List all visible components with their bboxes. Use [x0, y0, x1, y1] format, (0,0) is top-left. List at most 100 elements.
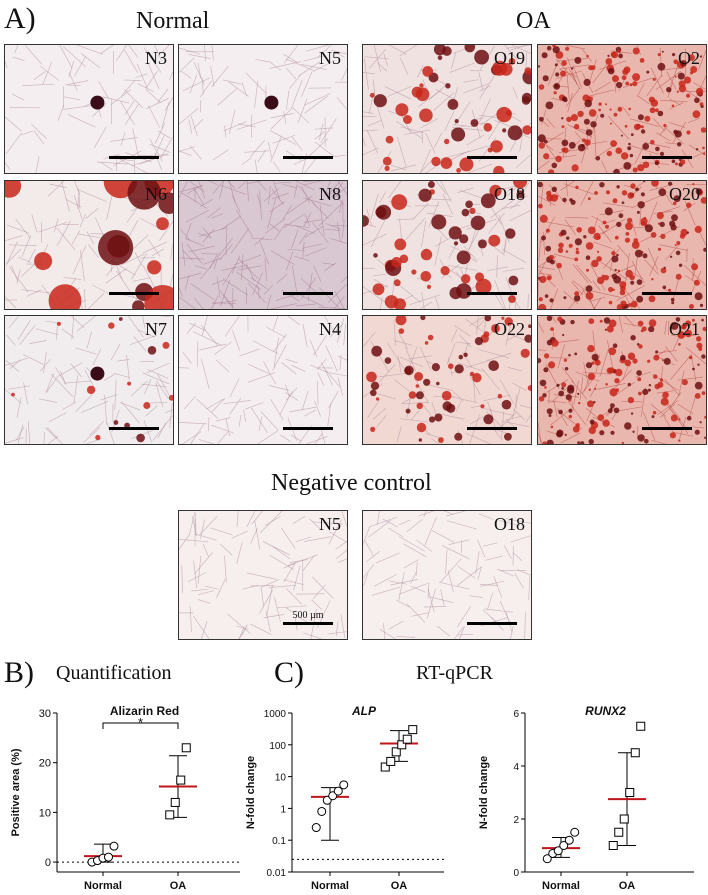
micrograph-label: N5: [319, 514, 341, 534]
micrograph-n4: N4: [178, 315, 348, 445]
y-axis-label: Positive area (%): [10, 748, 22, 836]
micrograph-image: [538, 181, 706, 309]
negative-control-title: Negative control: [271, 470, 432, 496]
micrograph-n8: N8: [178, 180, 348, 310]
micrograph-label: N6: [145, 184, 167, 204]
data-point: [391, 747, 401, 757]
y-tick-label: 0: [45, 857, 51, 869]
data-point: [386, 756, 396, 766]
x-tick-label: OA: [619, 880, 636, 892]
micrograph-n5: N5 500 µm: [178, 510, 348, 640]
y-tick-label: 4: [513, 762, 519, 773]
scale-bar: [109, 292, 159, 295]
scale-bar: [467, 622, 517, 625]
data-point: [570, 827, 580, 837]
y-axis-label: N-fold change: [478, 756, 490, 829]
data-point: [333, 786, 343, 796]
micrograph-label: N8: [319, 184, 341, 204]
y-tick-label: 20: [39, 758, 51, 770]
y-tick-label: 30: [39, 708, 51, 720]
micrograph-image: [5, 316, 173, 444]
data-point: [548, 848, 558, 858]
micrograph-image: [179, 181, 347, 309]
scale-bar: [642, 292, 692, 295]
data-point: [93, 856, 102, 866]
micrograph-label: N4: [319, 319, 341, 339]
scale-bar-label: 500 µm: [292, 610, 324, 621]
data-point: [87, 857, 97, 867]
y-tick-label: 1000: [264, 709, 287, 720]
scale-bar: [642, 427, 692, 430]
data-point: [311, 823, 321, 833]
micrograph-image: [538, 45, 706, 173]
data-point: [564, 835, 574, 845]
scale-bar: [283, 292, 333, 295]
micrograph-label: O19: [494, 48, 525, 68]
micrograph-image: [538, 316, 706, 444]
micrograph-label: N5: [319, 48, 341, 68]
data-point: [98, 853, 108, 863]
panel-c-title: RT-qPCR: [416, 662, 493, 684]
scale-bar: [283, 156, 333, 159]
micrograph-label: N7: [145, 319, 167, 339]
micrograph-label: O20: [669, 184, 700, 204]
panel-b-letter: B): [4, 656, 34, 689]
data-point: [380, 762, 390, 772]
panel-c-letter: C): [274, 656, 304, 689]
y-axis-label: N-fold change: [245, 756, 257, 829]
micrograph-image: [5, 181, 173, 309]
data-point: [317, 806, 327, 816]
micrograph-image: [179, 45, 347, 173]
data-point: [176, 775, 186, 785]
chart-title: Alizarin Red: [110, 704, 179, 718]
data-point: [397, 740, 407, 750]
y-tick-label: 0.01: [267, 868, 287, 879]
chart-title: ALP: [351, 704, 377, 718]
data-point: [553, 846, 563, 856]
micrograph-image: [179, 511, 347, 639]
x-tick-label: Normal: [84, 880, 122, 892]
data-point: [170, 797, 180, 807]
y-tick-label: 0: [513, 868, 519, 879]
data-point: [165, 810, 175, 820]
y-tick-label: 2: [513, 815, 519, 826]
data-point: [608, 841, 618, 850]
data-point: [322, 795, 332, 805]
y-tick-label: 6: [513, 709, 519, 720]
micrograph-n6: N6: [4, 180, 174, 310]
micrograph-o22: O22: [362, 315, 532, 445]
data-point: [630, 748, 640, 758]
panel-a-letter: A): [4, 2, 36, 35]
micrograph-image: [363, 181, 531, 309]
scale-bar: [467, 156, 517, 159]
micrograph-image: [363, 316, 531, 444]
micrograph-image: [5, 45, 173, 173]
micrograph-image: [363, 45, 531, 173]
y-tick-label: 0.1: [272, 836, 286, 847]
data-point: [559, 841, 569, 850]
micrograph-n5: N5: [178, 44, 348, 174]
scale-bar: [109, 156, 159, 159]
scale-bar: [467, 292, 517, 295]
data-point: [181, 743, 191, 753]
data-point: [408, 725, 418, 735]
scale-bar: [283, 427, 333, 430]
x-tick-label: OA: [391, 880, 408, 892]
micrograph-n3: N3: [4, 44, 174, 174]
micrograph-o21: O21: [537, 315, 707, 445]
micrograph-image: [179, 316, 347, 444]
data-point: [542, 854, 552, 864]
x-tick-label: Normal: [311, 880, 349, 892]
y-tick-label: 10: [275, 773, 287, 784]
data-point: [614, 827, 624, 837]
data-point: [328, 791, 338, 801]
data-point: [109, 841, 119, 851]
data-point: [636, 721, 646, 731]
micrograph-label: N3: [145, 48, 167, 68]
x-tick-label: Normal: [542, 880, 580, 892]
y-tick-label: 1: [280, 804, 286, 815]
data-point: [625, 788, 635, 797]
data-point: [402, 734, 412, 744]
data-point: [339, 780, 349, 790]
data-point: [104, 852, 113, 862]
